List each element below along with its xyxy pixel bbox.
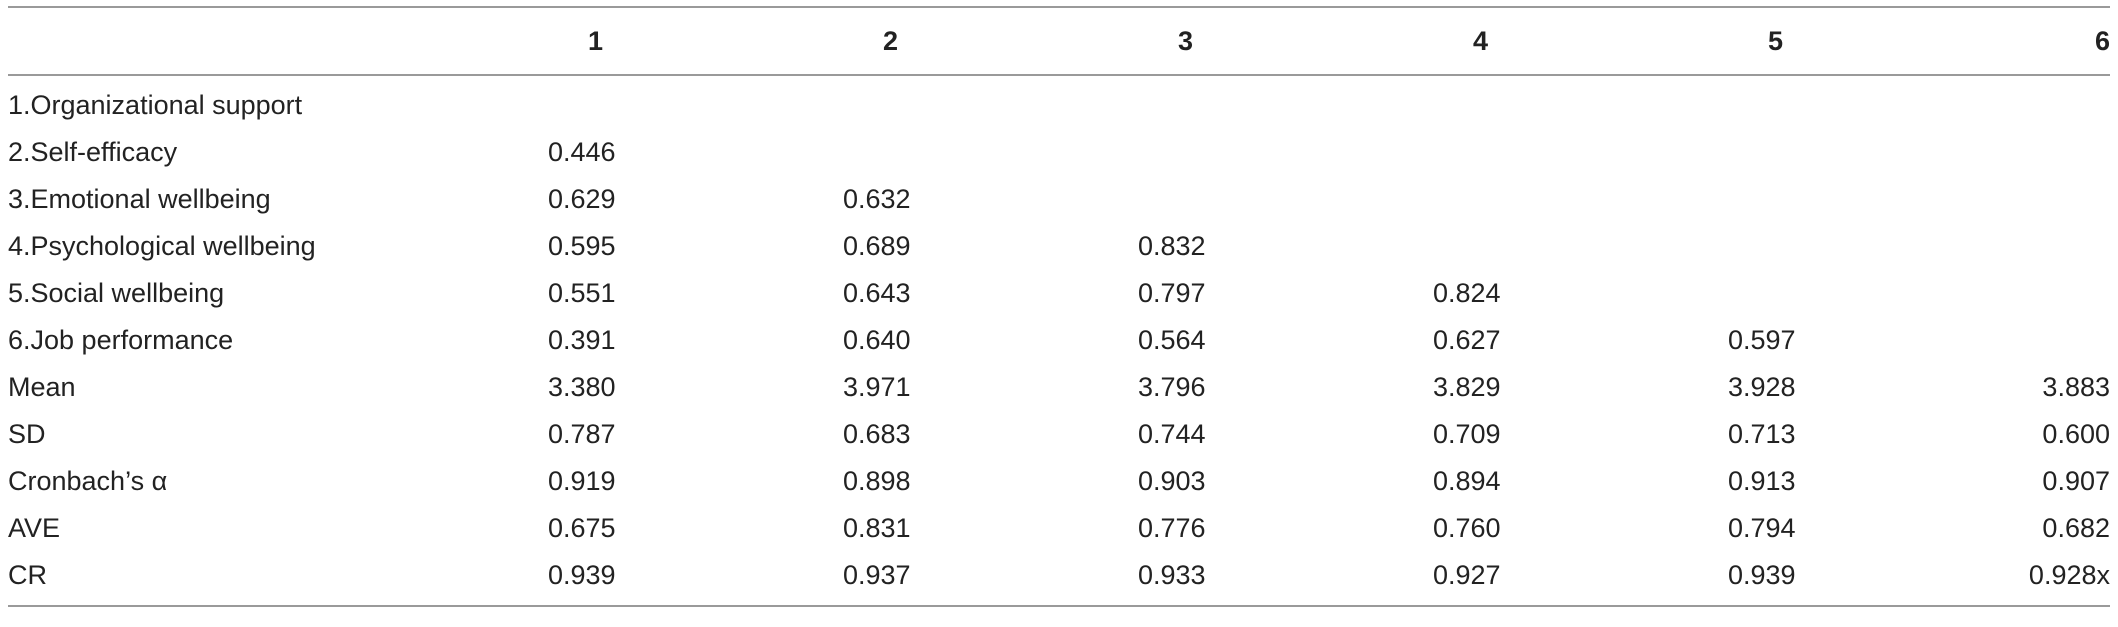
table-cell: 0.683: [843, 419, 911, 449]
table-cell: 0.894: [1433, 466, 1501, 496]
table-cell: 0.446: [548, 137, 616, 167]
table-cell: 0.937: [843, 560, 911, 590]
table-row: Cronbach’s α 0.919 0.898 0.903 0.894 0.9…: [8, 458, 2110, 505]
header-cell-3: 3: [1178, 25, 1194, 56]
table-cell: 0.627: [1433, 325, 1501, 355]
row-label: 6.Job performance: [8, 325, 234, 355]
table-cell: 0.675: [548, 513, 616, 543]
row-label: SD: [8, 419, 46, 449]
table-cell: 3.796: [1138, 372, 1206, 402]
table-row: 1.Organizational support: [8, 82, 2110, 129]
table-cell: 0.595: [548, 231, 616, 261]
table-cell: 0.832: [1138, 231, 1206, 261]
table-cell: 0.903: [1138, 466, 1206, 496]
table-cell: 0.682: [2042, 513, 2110, 543]
table-cell: 0.564: [1138, 325, 1206, 355]
table-cell: 0.913: [1728, 466, 1796, 496]
table-cell: 0.933: [1138, 560, 1206, 590]
table-cell: 0.709: [1433, 419, 1501, 449]
row-label: 5.Social wellbeing: [8, 278, 225, 308]
table-cell: 0.927: [1433, 560, 1501, 590]
table-cell: 3.380: [548, 372, 616, 402]
table-cell: 0.689: [843, 231, 911, 261]
table-cell: 0.760: [1433, 513, 1501, 543]
bottom-rule: [8, 605, 2110, 607]
row-label: AVE: [8, 513, 61, 543]
row-label: Cronbach’s α: [8, 466, 168, 496]
top-rule: [8, 6, 2110, 8]
table-cell: 0.713: [1728, 419, 1796, 449]
row-label: 2.Self-efficacy: [8, 137, 178, 167]
table-cell: 0.391: [548, 325, 616, 355]
table-cell: 0.794: [1728, 513, 1796, 543]
header-cell-5: 5: [1768, 25, 1784, 56]
table-cell: 0.597: [1728, 325, 1796, 355]
table-cell: 0.600: [2042, 419, 2110, 449]
header-cell-6: 6: [2094, 25, 2110, 56]
table-cell: 0.898: [843, 466, 911, 496]
table-cell: 0.632: [843, 184, 911, 214]
table-row: 6.Job performance 0.391 0.640 0.564 0.62…: [8, 317, 2110, 364]
table-cell: 0.824: [1433, 278, 1501, 308]
row-label: 3.Emotional wellbeing: [8, 184, 271, 214]
row-label: Mean: [8, 372, 76, 402]
table-row: SD 0.787 0.683 0.744 0.709 0.713 0.600: [8, 411, 2110, 458]
table-cell: 0.640: [843, 325, 911, 355]
table-cell: 0.776: [1138, 513, 1206, 543]
table-cell: 0.928x: [2028, 560, 2110, 590]
table-row: Mean 3.380 3.971 3.796 3.829 3.928 3.883: [8, 364, 2110, 411]
table-cell: 0.939: [548, 560, 616, 590]
table-row: 2.Self-efficacy 0.446: [8, 129, 2110, 176]
table-body: 1.Organizational support 2.Self-efficacy…: [8, 82, 2110, 599]
row-label: CR: [8, 560, 47, 590]
table-cell: 0.797: [1138, 278, 1206, 308]
header-cell-2: 2: [883, 25, 899, 56]
table-row: AVE 0.675 0.831 0.776 0.760 0.794 0.682: [8, 505, 2110, 552]
table-cell: 3.928: [1728, 372, 1796, 402]
table-cell: 3.829: [1433, 372, 1501, 402]
table-cell: 0.744: [1138, 419, 1206, 449]
table-cell: 0.907: [2042, 466, 2110, 496]
table-row: 4.Psychological wellbeing 0.595 0.689 0.…: [8, 223, 2110, 270]
header-cell-1: 1: [588, 25, 604, 56]
header-cell-4: 4: [1473, 25, 1489, 56]
correlation-table: 1 2 3 4 5 6 1.Organizational support 2.S…: [8, 6, 2110, 607]
table-cell: 0.551: [548, 278, 616, 308]
table-cell: 0.831: [843, 513, 911, 543]
table-row: 5.Social wellbeing 0.551 0.643 0.797 0.8…: [8, 270, 2110, 317]
table-cell: 3.971: [843, 372, 911, 402]
table-row: 3.Emotional wellbeing 0.629 0.632: [8, 176, 2110, 223]
table-cell: 0.629: [548, 184, 616, 214]
table-cell: 0.787: [548, 419, 616, 449]
header-rule: [8, 74, 2110, 76]
table-cell: 0.643: [843, 278, 911, 308]
table-header-row: 1 2 3 4 5 6: [8, 8, 2110, 74]
table-cell: 0.919: [548, 466, 616, 496]
table-cell: 3.883: [2042, 372, 2110, 402]
table-row: CR 0.939 0.937 0.933 0.927 0.939 0.928x: [8, 552, 2110, 599]
table-cell: 0.939: [1728, 560, 1796, 590]
row-label: 4.Psychological wellbeing: [8, 231, 316, 261]
row-label: 1.Organizational support: [8, 90, 303, 120]
